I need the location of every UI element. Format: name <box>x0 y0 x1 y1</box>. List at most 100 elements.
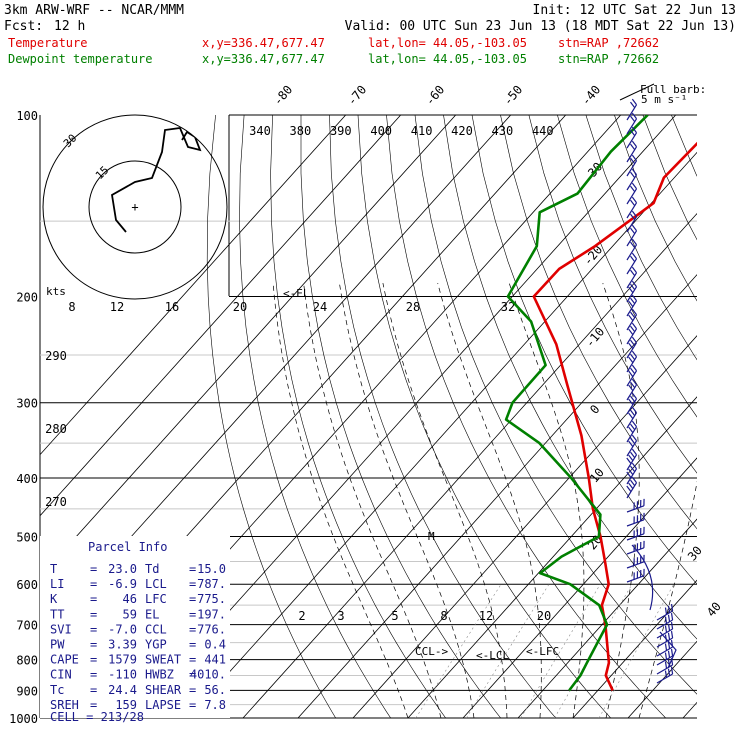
pressure-tick-label: 100 <box>16 109 38 123</box>
moist-adiabat <box>638 480 697 718</box>
wind-key-value: 5 m s⁻¹ <box>641 93 687 106</box>
dry-adiabat <box>386 115 667 718</box>
wind-barb-feather <box>630 199 636 207</box>
hodograph-ring-15 <box>88 160 182 254</box>
parcel-value: 59 <box>123 607 137 621</box>
wind-barb-feather <box>630 283 636 291</box>
wind-barb <box>656 648 674 666</box>
dewpoint-line <box>504 115 649 692</box>
hodograph: 15 30 + kts <box>42 114 228 300</box>
wind-key-label: Full barb: <box>640 83 706 96</box>
hodograph-units: kts <box>46 285 66 298</box>
parcel-value: 56. <box>204 683 226 697</box>
dry-adiabat <box>671 115 697 177</box>
wind-barb-feather <box>630 325 636 333</box>
parcel-equals: = <box>90 577 97 591</box>
background-lines <box>40 115 740 731</box>
wind-barb-feather <box>630 185 636 193</box>
wind-barb-feather <box>628 468 634 476</box>
wind-barb <box>626 294 638 317</box>
temperature-tick-label: 40 <box>704 599 724 619</box>
temperature-tick-label: -10 <box>583 325 608 351</box>
dry-adiabat <box>500 115 697 530</box>
parcel-info-title: Parcel Info <box>88 540 167 554</box>
parcel-info-rows: T = 23.0 Td = 15.0LI = -6.9 LCL = 787.K = 46 LFC = 775.… <box>50 562 226 712</box>
wind-barb-feather <box>630 269 636 277</box>
moist-adiabat <box>303 283 442 718</box>
wind-barb-feather <box>631 196 638 204</box>
isotherm <box>572 579 697 718</box>
pressure-tick-label: 300 <box>16 397 38 411</box>
parcel-value: 7.8 <box>204 698 226 712</box>
isotherm <box>682 701 697 718</box>
wind-barb-feather <box>628 398 634 406</box>
wind-barb-feather <box>631 238 638 246</box>
wind-barb-feather <box>630 115 636 123</box>
wind-barb-feather <box>631 252 638 260</box>
pressure-tick-label: 700 <box>16 619 38 633</box>
wind-barb <box>626 168 638 191</box>
parcel-value: 776. <box>197 622 226 636</box>
parcel-key: LCL <box>145 577 167 591</box>
parcel-equals: = <box>90 683 97 697</box>
pressure-tick-label: 800 <box>16 654 38 668</box>
parcel-key: YGP <box>145 638 167 652</box>
wind-barb-feather <box>667 623 671 631</box>
ccl-marker: CCL-> <box>415 645 448 658</box>
wind-barb-feather <box>628 454 634 462</box>
parcel-key: T <box>50 562 57 576</box>
wind-barb-feather <box>628 342 634 350</box>
wind-barb-feather <box>631 308 638 316</box>
mixing-ratio-line <box>415 584 502 718</box>
isotherm <box>352 335 697 718</box>
wind-barb <box>626 224 638 247</box>
wind-barb-feather <box>628 440 634 448</box>
pressure-tick-label: 500 <box>16 530 38 544</box>
wind-barb <box>626 126 638 149</box>
parcel-value: 3.39 <box>108 638 137 652</box>
wind-barb <box>626 392 638 415</box>
theta-e-label: 410 <box>411 124 433 138</box>
wind-barb-feather <box>631 112 638 120</box>
parcel-key: EL <box>145 607 159 621</box>
wind-profile-curve <box>631 544 654 611</box>
pressure-tick-label: 1000 <box>9 712 38 726</box>
wind-barb <box>626 568 645 583</box>
wind-barb-feather <box>631 210 638 218</box>
mixing-ratio-label: 24 <box>313 300 327 314</box>
mixing-ratio-line <box>554 584 633 718</box>
wind-barb-feather <box>628 384 634 392</box>
dry-adiabat <box>585 115 697 361</box>
wind-barb-feather <box>670 666 674 675</box>
theta-e-label: 390 <box>330 124 352 138</box>
forecast-label: Fcst: <box>4 19 43 34</box>
isotherm <box>40 115 456 578</box>
wind-barb-feather <box>630 409 636 417</box>
wind-barb-feather <box>631 392 638 400</box>
dry-adiabat <box>728 115 740 731</box>
parcel-equals: = <box>90 668 97 682</box>
wind-barb <box>626 182 638 205</box>
parcel-value: 197. <box>197 607 226 621</box>
parcel-value: 23.0 <box>108 562 137 576</box>
parcel-value: 15.0 <box>197 562 226 576</box>
wind-barb <box>626 462 638 485</box>
mixing-ratio-line <box>520 584 601 718</box>
wind-barb <box>626 210 638 233</box>
parcel-value: -7.0 <box>108 622 137 636</box>
wind-barb-feather <box>631 434 638 442</box>
wind-barb-feather <box>630 395 636 403</box>
model-title: 3km ARW-WRF -- NCAR/MMM <box>4 3 184 18</box>
dry-adiabat <box>206 115 337 718</box>
legend-dewpoint-name: Dewpoint temperature <box>8 52 153 66</box>
wind-barb-feather <box>670 603 674 612</box>
wind-barb-feather <box>664 607 668 615</box>
parcel-equals: = <box>189 638 196 652</box>
wind-barb-feather <box>631 182 638 190</box>
dry-adiabat <box>700 115 740 731</box>
wind-barb-feather <box>626 471 632 478</box>
wind-barb-feather <box>631 406 638 414</box>
wind-barb-feather <box>631 266 638 274</box>
pressure-tick-label: 900 <box>16 684 38 698</box>
wind-barb-feather <box>631 364 638 372</box>
